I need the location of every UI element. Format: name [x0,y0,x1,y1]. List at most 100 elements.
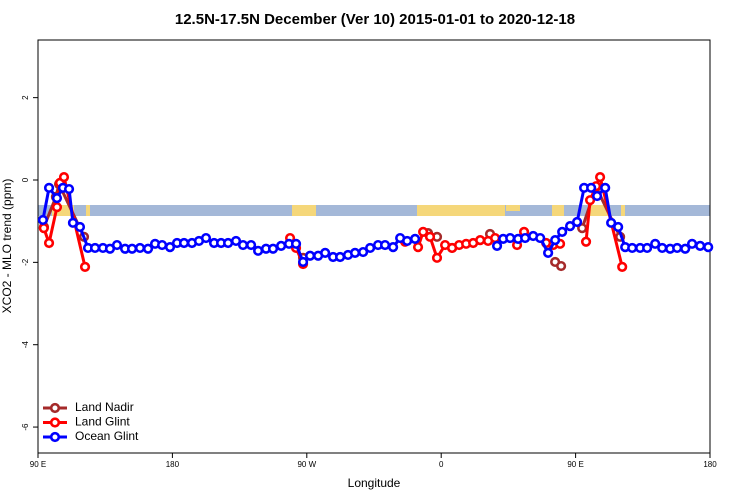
land-mask [38,205,710,216]
data-point [253,245,264,256]
data-point [51,193,63,204]
ocean-band [38,205,710,216]
data-point [650,238,661,249]
data-point [320,247,331,258]
data-point [379,239,391,251]
data-point [89,242,101,254]
data-point [535,232,546,244]
data-point [418,226,429,237]
data-point [586,182,597,193]
data-point [304,250,316,261]
y-tick-label: 0 [21,177,30,182]
land-patch [588,205,610,216]
data-point [245,239,257,251]
data-point [43,237,55,249]
data-point [267,243,279,254]
data-point [349,247,361,258]
data-point [63,183,75,195]
data-point [564,221,576,232]
land-patch [506,205,520,211]
data-point [657,242,668,254]
data-point [475,235,486,246]
data-point [237,239,249,251]
data-point [79,261,91,272]
legend-label: Ocean Glint [75,429,139,443]
data-point [557,226,568,237]
data-point [67,217,79,228]
data-point [592,190,603,202]
data-point [200,232,212,244]
data-point [365,242,376,254]
data-point [695,240,706,251]
data-point [424,231,436,242]
land-patch [621,205,625,216]
data-point [686,238,698,249]
x-axis-label: Longitude [348,476,401,490]
land-patch [552,205,564,216]
legend-label: Land Glint [75,415,130,429]
data-point [43,182,55,193]
x-tick-label: 0 [439,460,444,469]
data-point [388,242,399,253]
legend-marker [49,431,61,443]
legend-marker [49,402,61,414]
y-tick-label: 2 [21,95,30,100]
data-point [335,251,346,263]
land-patch [417,205,505,216]
data-point [412,242,424,253]
data-point [571,216,583,228]
data-point [58,172,70,183]
y-tick-label: -2 [21,258,30,266]
data-point [600,182,611,193]
land-patch [52,205,74,216]
data-point [402,235,413,247]
data-point [276,240,287,251]
data-point [156,239,168,251]
data-point [520,232,531,244]
data-point [680,243,691,254]
legend-label: Land Nadir [75,400,134,414]
chart-title: 12.5N-17.5N December (Ver 10) 2015-01-01… [175,11,575,28]
data-point [164,242,176,253]
y-axis-label: XCO2 - MLO trend (ppm) [0,179,14,314]
data-point [550,235,561,246]
data-point [409,233,421,244]
x-tick-label: 90 E [30,460,46,469]
data-point [543,247,554,258]
legend-marker [49,417,61,428]
data-point [617,261,628,272]
land-patch [292,205,316,216]
y-tick-label: -4 [21,341,30,349]
x-tick-label: 90 W [297,460,316,469]
data-point [672,242,683,254]
data-point [111,239,123,251]
data-point [223,237,234,249]
data-point [505,232,516,244]
data-point [37,214,49,226]
data-point [357,246,369,258]
data-point [230,235,242,247]
data-point [606,217,617,228]
data-point [490,232,501,244]
data-point [290,238,302,249]
data-point [584,195,596,206]
data-point [134,242,146,254]
data-point [594,172,606,183]
data-point [126,243,138,254]
x-tick-label: 90 E [567,460,583,469]
data-point [556,260,567,272]
data-point [703,242,714,253]
data-point [613,221,624,233]
x-tick-label: 180 [166,460,180,469]
data-point [297,256,309,268]
data-point [580,236,592,247]
land-patch [86,205,90,216]
data-point [38,223,49,234]
data-point [142,243,154,254]
data-point [627,242,638,254]
data-point [642,242,653,254]
data-point [74,221,86,233]
y-tick-label: -6 [21,423,30,431]
data-point [178,237,190,249]
